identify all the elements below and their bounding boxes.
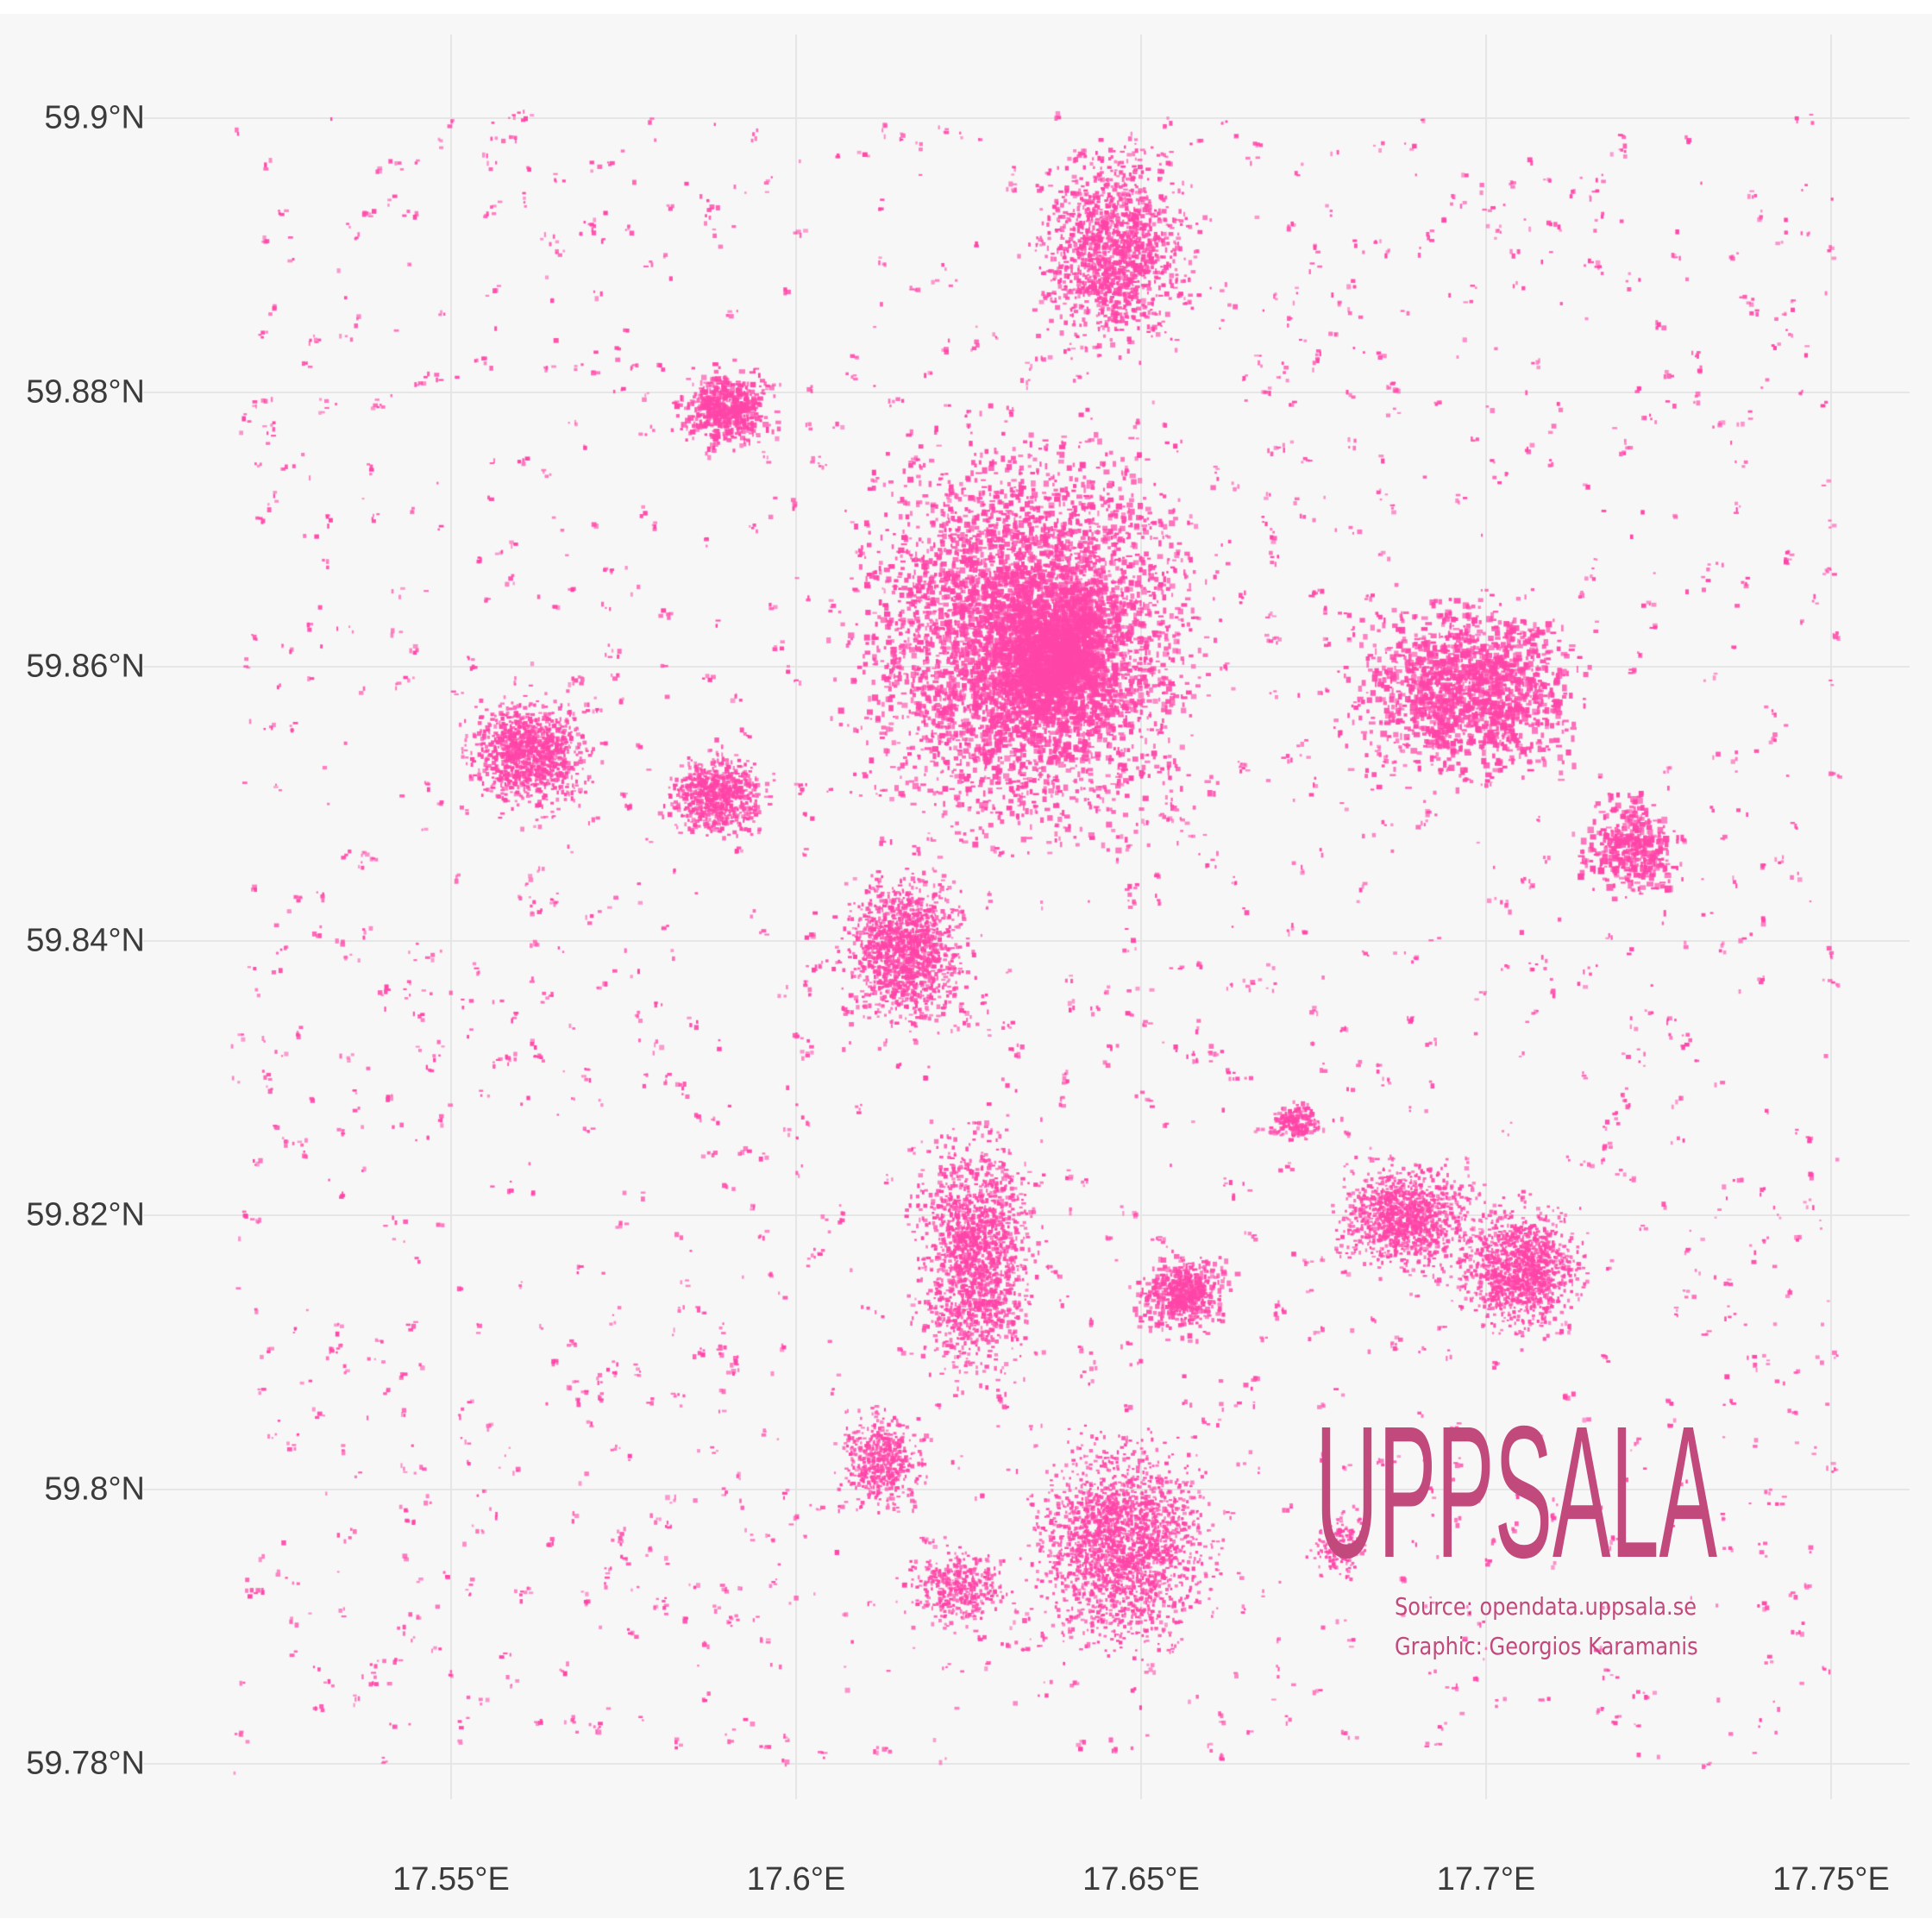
y-tick-label: 59.9°N	[44, 99, 145, 136]
map-title: UPPSALA	[1315, 1414, 1717, 1570]
source-caption: Source: opendata.uppsala.se	[1395, 1592, 1697, 1621]
y-tick-label: 59.8°N	[44, 1471, 145, 1508]
y-tick-label: 59.84°N	[26, 922, 145, 959]
title-text: UPPSALA	[1315, 1414, 1717, 1570]
y-tick-label: 59.88°N	[26, 373, 145, 411]
y-tick-label: 59.82°N	[26, 1196, 145, 1233]
x-tick-label: 17.7°E	[1436, 1861, 1536, 1898]
x-tick-label: 17.6°E	[746, 1861, 846, 1898]
x-tick-label: 17.55°E	[392, 1861, 510, 1898]
y-tick-label: 59.86°N	[26, 648, 145, 685]
credit-caption: Graphic: Georgios Karamanis	[1395, 1632, 1698, 1660]
y-tick-label: 59.78°N	[26, 1745, 145, 1782]
x-tick-label: 17.65°E	[1082, 1861, 1200, 1898]
x-tick-label: 17.75°E	[1772, 1861, 1890, 1898]
